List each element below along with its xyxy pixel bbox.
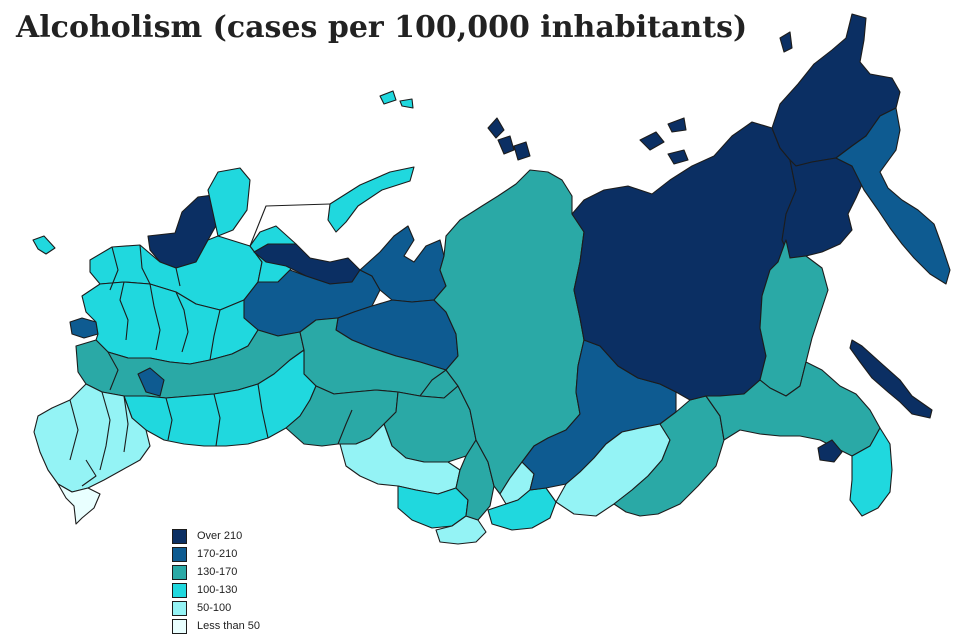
legend-swatch [172, 582, 187, 598]
legend-label: 170-210 [197, 548, 238, 560]
legend-label: 100-130 [197, 584, 238, 596]
legend-item: Over 210 [172, 527, 260, 545]
legend-item: 50-100 [172, 599, 260, 617]
legend-label: 130-170 [197, 566, 238, 578]
legend-swatch [172, 528, 187, 544]
legend-label: Over 210 [197, 530, 243, 542]
region-novaya-zemlya[interactable] [327, 166, 415, 233]
legend-item: 100-130 [172, 581, 260, 599]
legend-swatch [172, 564, 187, 580]
legend-swatch [172, 618, 187, 634]
leader-line [249, 203, 331, 247]
internal-borders [69, 244, 447, 487]
region-caucasus[interactable] [57, 483, 101, 525]
region-sakhalin[interactable] [849, 339, 933, 419]
region-pskov[interactable] [69, 317, 99, 339]
region-kamchatka[interactable] [835, 107, 951, 285]
region-severnaya-zemlya[interactable] [487, 117, 531, 161]
region-jewish-ao[interactable] [817, 439, 843, 463]
region-franz-josef[interactable] [379, 90, 414, 109]
legend-label: Less than 50 [197, 620, 260, 632]
legend-item: 130-170 [172, 563, 260, 581]
legend-swatch [172, 600, 187, 616]
legend: Over 210 170-210 130-170 100-130 50-100 Less … [172, 527, 260, 635]
legend-item: Less than 50 [172, 617, 260, 635]
region-altai-krai[interactable] [435, 515, 487, 545]
region-central-dark[interactable] [137, 367, 165, 397]
region-magadan[interactable] [781, 157, 865, 259]
region-kola[interactable] [207, 167, 251, 237]
legend-label: 50-100 [197, 602, 232, 614]
legend-swatch [172, 546, 187, 562]
region-yamal[interactable] [359, 225, 447, 303]
region-amur[interactable] [705, 361, 881, 457]
region-kaliningrad[interactable] [32, 235, 56, 255]
map-title: Alcoholism (cases per 100,000 inhabitant… [16, 10, 748, 45]
region-primorsky[interactable] [849, 427, 893, 517]
legend-item: 170-210 [172, 545, 260, 563]
region-wrangel[interactable] [779, 31, 793, 53]
region-new-siberian-islands[interactable] [639, 117, 689, 165]
